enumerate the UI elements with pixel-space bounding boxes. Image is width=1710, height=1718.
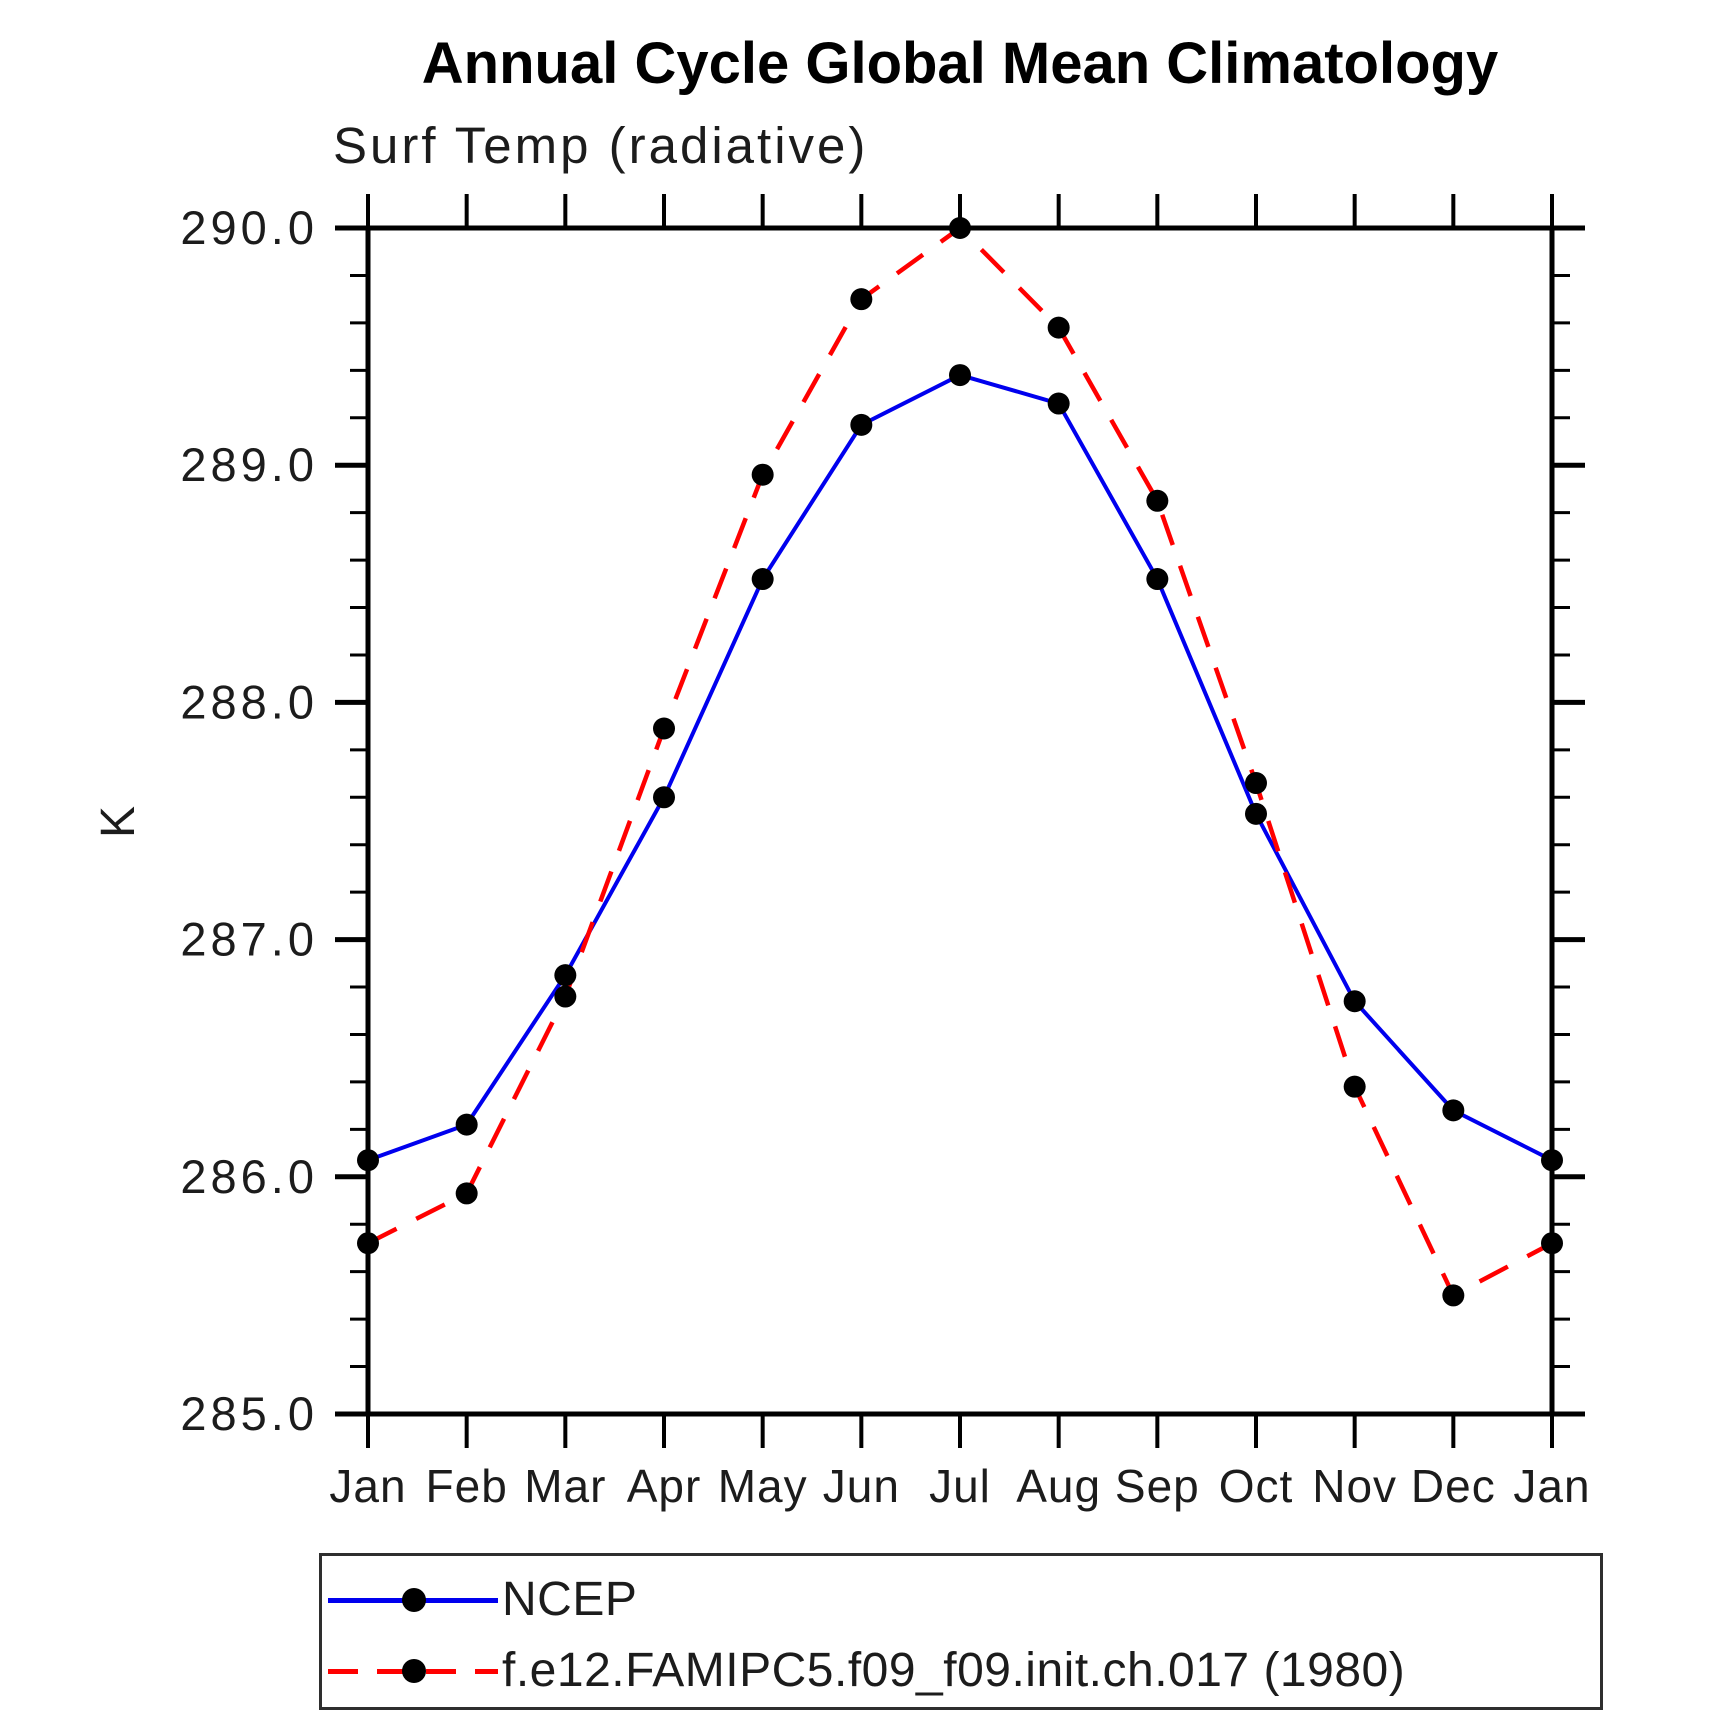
- chart-subtitle: Surf Temp (radiative): [333, 117, 869, 174]
- series-markers-1: [357, 217, 1563, 1307]
- data-point: [357, 1232, 379, 1255]
- data-point: [1047, 316, 1070, 339]
- x-tick-label: Mar: [524, 1460, 606, 1512]
- y-tick-label: 287.0: [180, 913, 318, 966]
- data-point: [949, 364, 971, 387]
- legend-box: NCEP f.e12.FAMIPC5.f09_f09.init.ch.017 (…: [319, 1553, 1603, 1710]
- data-point: [653, 717, 675, 740]
- data-point: [653, 786, 675, 809]
- x-tick-label: Dec: [1411, 1460, 1496, 1512]
- legend-label-ncep: NCEP: [502, 1573, 638, 1626]
- x-tick-label: Aug: [1016, 1460, 1101, 1512]
- x-tick-label: Nov: [1312, 1460, 1397, 1512]
- data-point: [1442, 1284, 1465, 1307]
- y-tick-label: 285.0: [180, 1387, 318, 1440]
- x-tick-label: Apr: [627, 1460, 702, 1512]
- y-tick-label: 290.0: [180, 201, 318, 254]
- x-tick-label: Jul: [929, 1460, 991, 1512]
- x-tick-label: Feb: [426, 1460, 508, 1512]
- y-tick-label: 286.0: [180, 1150, 318, 1203]
- data-point: [751, 568, 774, 591]
- axes: [365, 225, 1555, 1417]
- data-point: [554, 964, 577, 987]
- legend-marker-dot-icon: [402, 1588, 426, 1612]
- data-point: [850, 413, 873, 436]
- x-tick-label: Jan: [1513, 1460, 1590, 1512]
- legend-marker-dot-icon: [402, 1659, 426, 1683]
- data-point: [751, 463, 774, 486]
- legend-sample-model: [328, 1658, 498, 1684]
- x-tick-label: May: [718, 1460, 808, 1512]
- series-line-1: [366, 225, 1554, 1299]
- data-point: [455, 1113, 478, 1136]
- data-point: [1146, 489, 1169, 512]
- series-markers-0: [357, 364, 1563, 1172]
- data-point: [949, 217, 971, 239]
- data-point: [455, 1182, 478, 1205]
- y-axis-ticks: [335, 225, 1585, 1417]
- data-point: [1047, 392, 1070, 415]
- data-point: [1442, 1099, 1465, 1122]
- x-tick-label: Jan: [329, 1460, 406, 1512]
- x-tick-label: Jun: [823, 1460, 900, 1512]
- y-tick-label: 289.0: [180, 438, 318, 491]
- chart-title: Annual Cycle Global Mean Climatology: [421, 31, 1499, 96]
- data-point: [1541, 1149, 1563, 1172]
- x-tick-label: Sep: [1115, 1460, 1200, 1512]
- plot-area: 285.0 286.0 287.0 288.0 289.0 290.0 Jan Feb Mar A…: [180, 194, 1590, 1512]
- y-tick-label: 288.0: [180, 675, 318, 728]
- data-point: [1245, 802, 1267, 825]
- data-point: [1343, 1075, 1366, 1098]
- data-point: [1245, 772, 1267, 795]
- data-point: [357, 1149, 379, 1172]
- data-point: [554, 985, 577, 1008]
- x-axis-tick-labels: Jan Feb Mar Apr May Jun Jul Aug Sep Oct Nov Dec Jan: [329, 1460, 1590, 1512]
- data-point: [1343, 990, 1366, 1013]
- legend-label-model: f.e12.FAMIPC5.f09_f09.init.ch.017 (1980): [502, 1644, 1406, 1697]
- data-point: [1541, 1232, 1563, 1255]
- data-point: [1146, 568, 1169, 591]
- x-tick-label: Oct: [1219, 1460, 1294, 1512]
- legend-item-model: f.e12.FAMIPC5.f09_f09.init.ch.017 (1980): [322, 1639, 1405, 1703]
- legend-sample-ncep: [328, 1587, 498, 1613]
- series-line-0: [367, 372, 1553, 1163]
- y-axis-tick-labels: 285.0 286.0 287.0 288.0 289.0 290.0: [180, 201, 318, 1440]
- legend-item-ncep: NCEP: [322, 1568, 637, 1632]
- data-point: [850, 288, 873, 311]
